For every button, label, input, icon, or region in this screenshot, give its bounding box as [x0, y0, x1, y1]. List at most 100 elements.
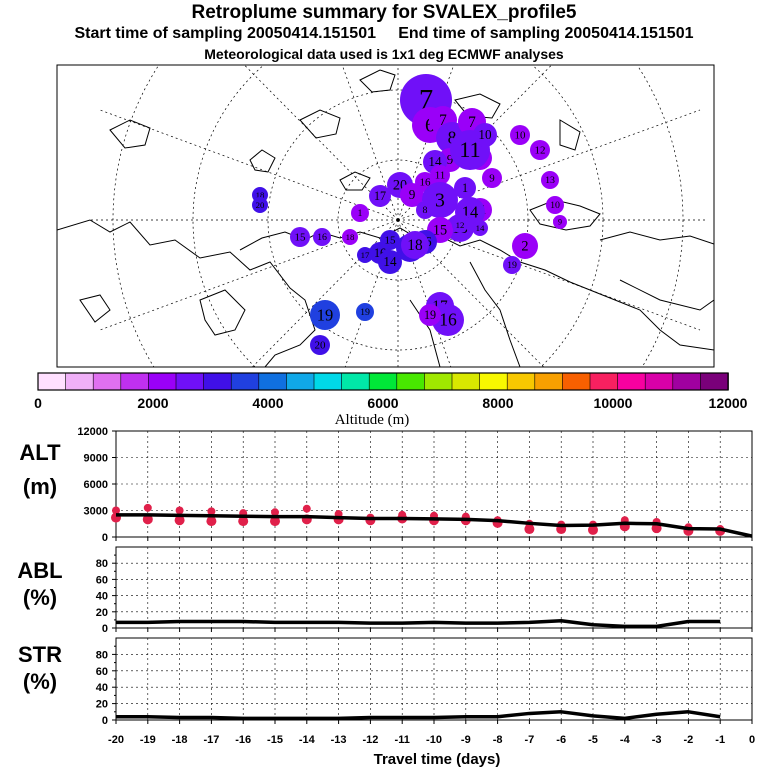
x-tick-label: -18	[172, 734, 188, 746]
y-tick-label: 40	[96, 682, 108, 694]
trajectory-bubble	[482, 168, 502, 188]
bubble-label: 15	[295, 232, 307, 244]
trajectory-bubble	[401, 231, 429, 259]
sampling-times: Start time of sampling 20050414.151501 E…	[0, 25, 768, 43]
bubble-label: 20	[315, 340, 327, 352]
met-data-label: Meteorological data used is 1x1 deg ECMW…	[204, 46, 564, 62]
trajectory-bubble	[503, 256, 521, 274]
cluster-dot	[270, 516, 280, 527]
x-tick-label: -15	[267, 734, 283, 746]
colorbar-swatch	[424, 372, 453, 391]
colorbar-swatch	[313, 372, 343, 391]
trajectory-bubble	[369, 185, 391, 207]
bubble-label: 11	[435, 170, 446, 182]
colorbar-swatch	[92, 372, 122, 391]
bubble-label: 18	[256, 190, 265, 200]
colorbar-swatch	[589, 372, 619, 391]
bubble-label: 16	[439, 310, 457, 330]
bubble-label: 15	[433, 223, 447, 239]
trajectory-bubble	[400, 183, 424, 207]
cluster-dot	[524, 524, 535, 535]
bubble-label: 3	[435, 189, 445, 211]
end-time-label: End time of sampling 20050414.151501	[398, 25, 694, 42]
series-line	[116, 618, 721, 629]
cluster-dot	[112, 506, 120, 515]
x-tick-label: -8	[493, 734, 503, 746]
bubble-label: 17	[374, 189, 386, 203]
colorbar-swatch	[644, 372, 674, 391]
trajectory-bubble	[472, 220, 488, 236]
bubble-label: 8	[448, 128, 457, 148]
trajectory-bubble	[510, 125, 530, 145]
cluster-dot	[207, 507, 216, 516]
y-tick-label: 0	[102, 532, 108, 544]
bubble-label: 9	[409, 187, 416, 202]
colorbar-swatch	[506, 372, 536, 391]
x-tick-label: -11	[395, 734, 410, 746]
bubble-label: 20	[256, 200, 265, 210]
abl-panel: 80 60 40 20 0 ABL(%)	[17, 546, 753, 635]
map-frame	[56, 64, 715, 368]
y-tick-label: 60	[96, 666, 108, 678]
bubble-label: 18	[346, 232, 355, 242]
colorbar-swatch	[230, 372, 260, 391]
trajectory-bubble	[378, 250, 402, 274]
x-tick-label: -5	[588, 734, 598, 746]
bubble-label: 9	[447, 152, 454, 167]
colorbar-tick-label: 0	[34, 395, 42, 411]
x-tick-label: -9	[461, 734, 471, 746]
panel-ylabel: STR	[18, 642, 62, 667]
trajectory-bubble	[430, 165, 450, 185]
colorbar-swatch	[120, 372, 150, 391]
altitude-colorbar: 0 2000 4000 6000 8000 10000 12000 Altitude (m)	[34, 372, 748, 428]
trajectory-bubble	[454, 177, 476, 199]
trajectory-bubble	[351, 204, 369, 222]
y-tick-label: 60	[96, 574, 108, 586]
trajectory-bubble	[310, 300, 340, 330]
x-tick-label: -20	[108, 734, 124, 746]
series-line	[116, 710, 721, 721]
cluster-dot	[271, 508, 279, 517]
colorbar-swatch	[562, 372, 591, 391]
trajectory-bubble	[356, 303, 374, 321]
colorbar-swatch	[175, 372, 205, 391]
altitude-panel: 12000 9000 6000 3000 0 ALT (m)	[19, 426, 753, 544]
cluster-dot	[143, 503, 152, 512]
x-tick-label: -13	[331, 734, 347, 746]
x-tick-label: -14	[299, 734, 316, 746]
y-tick-label: 12000	[77, 426, 108, 438]
y-tick-label: 20	[96, 699, 108, 711]
colorbar-swatch	[203, 372, 233, 391]
retroplume-map: 7678791011101491111012131092016179381111…	[56, 64, 715, 368]
trajectory-bubble	[416, 201, 434, 219]
colorbar-tick-label: 8000	[482, 395, 513, 411]
y-tick-label: 80	[96, 649, 108, 661]
bubble-label: 2	[521, 239, 528, 255]
colorbar-frame	[37, 372, 729, 391]
colorbar-swatch	[368, 372, 398, 391]
colorbar-tick-label: 2000	[137, 395, 168, 411]
cluster-dot	[175, 506, 184, 515]
x-tick-label: -2	[684, 734, 694, 746]
bubble-label: 16	[317, 232, 327, 243]
colorbar-swatch	[258, 372, 288, 391]
bubble-label: 10	[515, 130, 527, 142]
cluster-dot	[206, 516, 217, 527]
bubble-label: 8	[423, 205, 428, 216]
trajectory-bubble	[419, 304, 441, 326]
bubble-label: 10	[550, 200, 560, 211]
trajectory-bubble	[310, 335, 330, 355]
bubble-label: 13	[545, 175, 555, 186]
trajectory-bubble	[357, 247, 373, 263]
trajectory-bubbles: 7678791011101491111012131092016179381111…	[252, 74, 567, 355]
bubble-label: 17	[361, 250, 370, 260]
bubble-label: 9	[558, 217, 562, 226]
trajectory-bubble	[473, 123, 497, 147]
bubble-label: 19	[507, 260, 517, 271]
y-tick-label: 0	[102, 715, 108, 727]
bubble-label: 7	[439, 112, 447, 129]
colorbar-swatch	[617, 372, 646, 391]
x-tick-label: -10	[426, 734, 442, 746]
bubble-label: 19	[317, 305, 334, 324]
